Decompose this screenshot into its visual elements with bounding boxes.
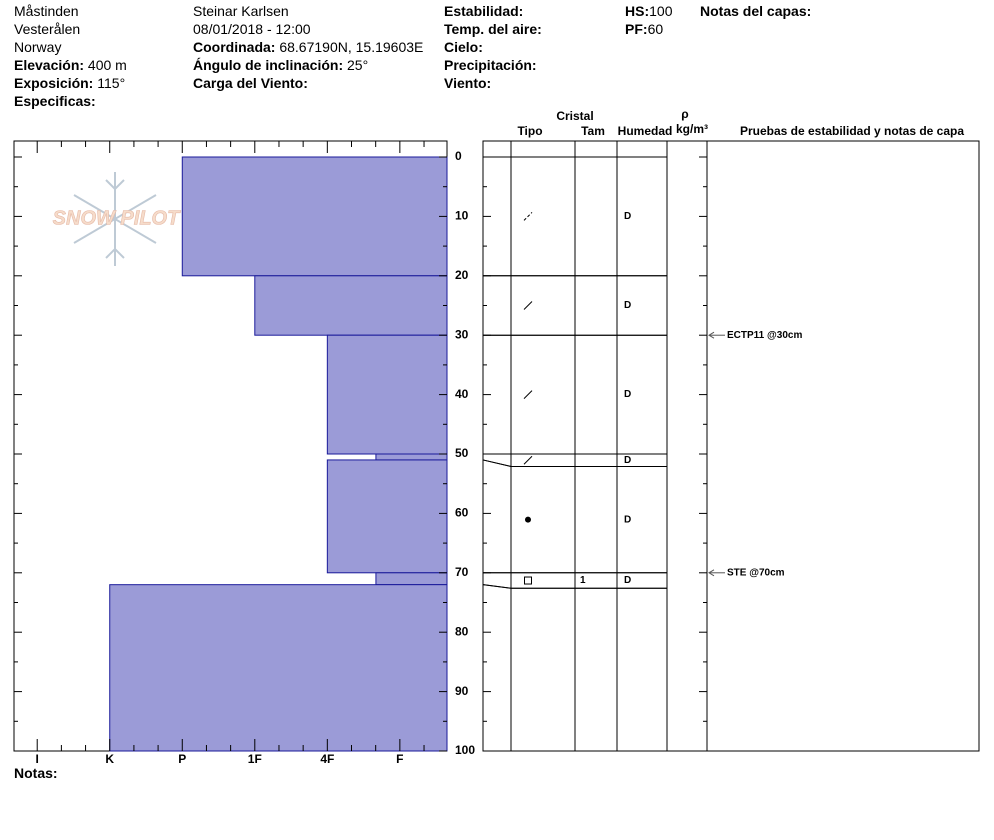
label: Carga del Viento:	[193, 75, 308, 91]
test-label: STE @70cm	[727, 567, 785, 578]
moisture: D	[624, 455, 631, 466]
value: 400 m	[87, 57, 127, 73]
label: Estabilidad:	[444, 3, 524, 19]
grain-symbol	[524, 576, 532, 585]
x-tick-label: P	[178, 752, 186, 766]
y-tick-label: 20	[455, 268, 469, 282]
datetime: 08/01/2018 - 12:00	[193, 21, 311, 37]
y-tick-label: 60	[455, 506, 469, 520]
label: Cielo:	[444, 39, 483, 55]
header-size: Tam	[581, 124, 605, 138]
hs: HS:100	[625, 2, 672, 20]
label: Elevación:	[14, 57, 85, 73]
moisture: D	[624, 514, 631, 525]
observer: Steinar Karlsen	[193, 3, 289, 19]
value: 68.67190N, 15.19603E	[279, 39, 424, 55]
notes: Notas:	[14, 764, 58, 782]
label: Exposición:	[14, 75, 94, 91]
y-tick-label: 50	[455, 446, 469, 460]
label: Temp. del aire:	[444, 21, 542, 37]
y-tick-label: 100	[455, 743, 475, 757]
header-tests: Pruebas de estabilidad y notas de capa	[740, 124, 964, 138]
moisture: D	[624, 575, 631, 586]
moisture: D	[624, 211, 631, 222]
y-tick-label: 30	[455, 327, 469, 341]
precipitation: Precipitación:	[444, 56, 537, 74]
hardness-bar	[254, 275, 448, 336]
logo-snowflake	[73, 172, 157, 266]
test-label: ECTP11 @30cm	[727, 330, 802, 341]
header-moisture: Humedad	[618, 124, 673, 138]
y-tick-label: 10	[455, 209, 469, 223]
grain-symbol	[523, 390, 533, 399]
header-density-unit: kg/m³	[676, 122, 708, 136]
hardness-bar	[375, 453, 448, 461]
elevation: Elevación: 400 m	[14, 56, 127, 74]
label: PF:	[625, 21, 648, 37]
logo: SNOW PILOT	[52, 172, 181, 266]
x-tick-label: 4F	[320, 752, 334, 766]
header-density-symbol: ρ	[681, 107, 688, 121]
value: 115°	[97, 75, 126, 91]
label: Viento:	[444, 75, 492, 91]
y-tick-label: 0	[455, 149, 462, 163]
slope: Ángulo de inclinación: 25°	[193, 56, 368, 74]
moisture: D	[624, 389, 631, 400]
value: 25°	[347, 57, 369, 73]
grain-size: 1	[580, 575, 586, 586]
label: Notas:	[14, 765, 58, 781]
label: Especificas:	[14, 93, 96, 109]
sky: Cielo:	[444, 38, 483, 56]
table-frame	[482, 140, 980, 752]
x-tick-label: 1F	[248, 752, 262, 766]
wind: Viento:	[444, 74, 491, 92]
label: HS:	[625, 3, 650, 19]
x-tick-label: I	[36, 752, 39, 766]
region: Vesterålen	[14, 21, 81, 37]
specifics: Especificas:	[14, 92, 96, 110]
wind-loading: Carga del Viento:	[193, 74, 308, 92]
y-tick-label: 40	[455, 387, 469, 401]
label: Coordinada:	[193, 39, 276, 55]
x-tick-label: F	[396, 752, 403, 766]
air-temp: Temp. del aire:	[444, 20, 542, 38]
x-tick-label: K	[105, 752, 114, 766]
coordinates: Coordinada: 68.67190N, 15.19603E	[193, 38, 423, 56]
y-tick-label: 80	[455, 624, 469, 638]
label: Notas del capas:	[700, 3, 812, 19]
grain-symbol	[523, 455, 533, 465]
grain-symbol	[523, 212, 533, 221]
layer-connector	[482, 459, 512, 467]
grain-symbol	[525, 516, 531, 523]
hardness-bar	[109, 584, 448, 752]
logo-text: SNOW PILOT	[53, 207, 181, 229]
table-columns	[510, 141, 708, 751]
hardness-bar	[375, 572, 448, 586]
pf: PF:60	[625, 20, 663, 38]
hardness-bar	[326, 459, 448, 574]
header-type: Tipo	[517, 124, 542, 138]
country: Norway	[14, 39, 62, 55]
grain-symbol	[523, 301, 533, 310]
hardness-bar	[326, 334, 448, 455]
test-arrowhead	[708, 331, 715, 339]
value: 100	[649, 3, 673, 19]
moisture: D	[624, 300, 631, 311]
aspect: Exposición: 115°	[14, 74, 125, 92]
header-crystal: Cristal	[556, 109, 593, 123]
label: Precipitación:	[444, 57, 537, 73]
location: Måstinden	[14, 3, 79, 19]
label: Ángulo de inclinación:	[193, 57, 344, 73]
stability: Estabilidad:	[444, 2, 523, 20]
hardness-bar	[181, 156, 448, 277]
value: 60	[647, 21, 664, 37]
test-arrowhead	[708, 569, 715, 577]
layer-connector	[482, 584, 512, 589]
layer-notes: Notas del capas:	[700, 2, 811, 20]
y-tick-label: 90	[455, 684, 469, 698]
y-tick-label: 70	[455, 565, 469, 579]
